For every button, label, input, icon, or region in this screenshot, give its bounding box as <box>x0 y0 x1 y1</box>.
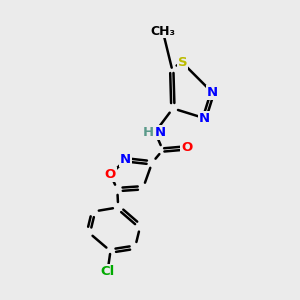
Text: HN: HN <box>146 126 168 139</box>
Text: Cl: Cl <box>100 266 115 278</box>
Text: N: N <box>155 126 166 139</box>
Text: CH₃: CH₃ <box>150 25 175 38</box>
Text: N: N <box>120 153 131 166</box>
Text: O: O <box>181 141 192 154</box>
Text: N: N <box>207 86 218 99</box>
Text: S: S <box>178 56 188 69</box>
Text: N: N <box>199 112 210 125</box>
Text: H: H <box>143 126 154 139</box>
Text: O: O <box>105 168 116 181</box>
